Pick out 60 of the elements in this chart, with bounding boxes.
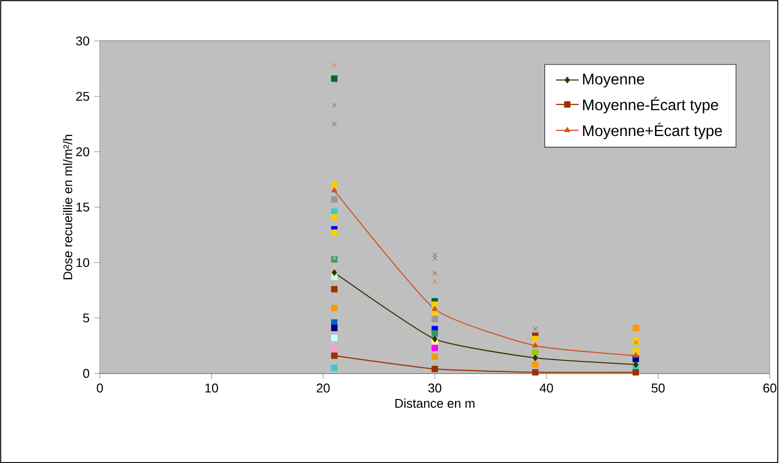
point	[331, 182, 338, 188]
point	[632, 348, 639, 354]
point	[331, 196, 338, 202]
point	[432, 344, 438, 351]
y-tick-label: 15	[76, 202, 90, 212]
point	[331, 274, 338, 280]
point	[632, 324, 639, 332]
y-axis-title: Dose recueillie en ml/m²/h	[62, 134, 72, 280]
point	[532, 349, 538, 356]
point	[331, 334, 338, 341]
y-tick-label: 30	[76, 36, 90, 46]
point	[432, 301, 438, 308]
point	[332, 269, 337, 276]
point	[432, 316, 438, 322]
point	[532, 326, 538, 332]
x-tick-label: 10	[205, 383, 218, 392]
y-tick-label: 20	[76, 147, 90, 156]
point	[632, 352, 639, 358]
point	[432, 366, 438, 372]
legend-label: Moyenne+Écart type	[583, 122, 722, 140]
legend-label: Moyenne	[583, 74, 644, 88]
x-tick-label: 50	[652, 383, 665, 392]
y-tick-label: 10	[76, 258, 90, 267]
point	[331, 214, 338, 220]
point	[331, 75, 338, 82]
point	[331, 352, 338, 359]
point	[331, 304, 338, 312]
point	[532, 354, 538, 361]
point	[633, 361, 638, 368]
y-tick-label: 5	[83, 313, 90, 322]
point	[432, 306, 438, 311]
point	[332, 122, 337, 126]
x-tick-label: 20	[316, 383, 330, 392]
x-tick-label: 40	[540, 383, 553, 392]
point	[432, 330, 438, 337]
point	[432, 336, 438, 342]
point	[632, 368, 639, 376]
point	[432, 353, 438, 360]
y-tick-label: 25	[76, 92, 90, 101]
point	[331, 346, 338, 352]
legend-label: Moyenne-Écart type	[583, 96, 718, 114]
point	[331, 187, 338, 192]
point	[432, 278, 438, 284]
x-axis-title: Distance en m	[395, 398, 474, 408]
y-tick-label: 0	[83, 368, 90, 378]
point	[331, 229, 338, 236]
point	[331, 364, 338, 371]
x-tick-label: 60	[763, 383, 776, 392]
point	[332, 62, 337, 68]
point	[532, 342, 538, 348]
point	[432, 252, 438, 258]
point	[332, 264, 337, 270]
point	[532, 368, 538, 376]
point	[331, 324, 338, 332]
point	[532, 361, 538, 368]
point	[432, 256, 438, 260]
point	[532, 336, 538, 342]
x-tick-label: 30	[428, 383, 442, 392]
x-tick-label: 0	[96, 383, 103, 392]
point	[332, 102, 337, 108]
